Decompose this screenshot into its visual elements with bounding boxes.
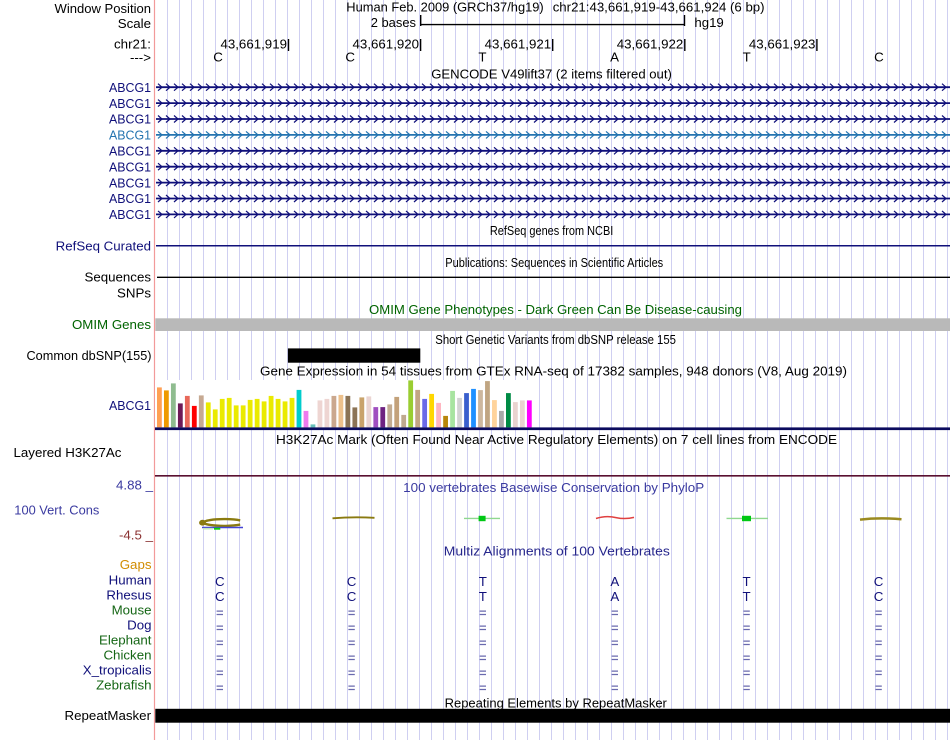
svg-text:OMIM Gene Phenotypes - Dark Gr: OMIM Gene Phenotypes - Dark Green Can Be…: [369, 302, 742, 317]
svg-text:C: C: [874, 589, 884, 604]
svg-text:Publications: Sequences in Sci: Publications: Sequences in Scientific Ar…: [445, 255, 663, 270]
svg-text:RefSeq Curated: RefSeq Curated: [56, 239, 151, 254]
svg-text:--->: --->: [130, 50, 151, 65]
svg-text:T: T: [479, 589, 487, 604]
svg-text:43,661,922: 43,661,922: [617, 37, 684, 52]
svg-text:C: C: [213, 50, 223, 65]
svg-text:Human Feb. 2009 (GRCh37/hg19): Human Feb. 2009 (GRCh37/hg19): [346, 0, 543, 15]
svg-text:ABCG1: ABCG1: [109, 80, 151, 95]
svg-text:43,661,920: 43,661,920: [353, 37, 420, 52]
svg-text:Mouse: Mouse: [112, 603, 152, 618]
svg-text:Common dbSNP(155): Common dbSNP(155): [27, 348, 152, 363]
svg-text:C: C: [215, 589, 225, 604]
svg-text:A: A: [610, 574, 619, 589]
svg-text:T: T: [478, 50, 486, 65]
svg-text:H3K27Ac Mark (Often Found Near: H3K27Ac Mark (Often Found Near Active Re…: [276, 432, 837, 447]
svg-text:RefSeq genes from NCBI: RefSeq genes from NCBI: [490, 223, 613, 238]
svg-text:4.88 _: 4.88 _: [116, 478, 154, 493]
svg-text:Layered H3K27Ac: Layered H3K27Ac: [14, 445, 122, 460]
svg-text:GENCODE V49lift37 (2 items fil: GENCODE V49lift37 (2 items filtered out): [431, 67, 672, 82]
svg-text:SNPs: SNPs: [117, 286, 151, 301]
svg-text:ABCG1: ABCG1: [109, 207, 151, 222]
svg-text:RepeatMasker: RepeatMasker: [65, 708, 152, 723]
svg-text:C: C: [215, 574, 225, 589]
svg-text:Repeating Elements by RepeatMa: Repeating Elements by RepeatMasker: [445, 696, 668, 711]
svg-text:ABCG1: ABCG1: [109, 112, 151, 127]
svg-text:ABCG1: ABCG1: [109, 175, 151, 190]
svg-text:A: A: [610, 50, 619, 65]
svg-text:100 Vert. Cons: 100 Vert. Cons: [14, 503, 99, 518]
svg-text:T: T: [743, 50, 751, 65]
svg-text:C: C: [347, 574, 357, 589]
svg-text:43,661,919: 43,661,919: [220, 37, 287, 52]
svg-text:Human: Human: [109, 573, 152, 588]
svg-text:Chicken: Chicken: [103, 648, 151, 663]
svg-text:ABCG1: ABCG1: [109, 144, 151, 159]
svg-text:OMIM Genes: OMIM Genes: [72, 317, 151, 332]
svg-text:Short Genetic Variants from db: Short Genetic Variants from dbSNP releas…: [435, 332, 676, 347]
svg-text:100 vertebrates Basewise Conse: 100 vertebrates Basewise Conservation by…: [403, 480, 704, 495]
svg-text:Elephant: Elephant: [99, 633, 152, 648]
svg-text:T: T: [743, 574, 751, 589]
svg-text:ABCG1: ABCG1: [109, 191, 151, 206]
svg-text:X_tropicalis: X_tropicalis: [83, 663, 152, 678]
svg-text:43,661,923: 43,661,923: [749, 37, 816, 52]
svg-text:C: C: [874, 50, 884, 65]
svg-text:ABCG1: ABCG1: [109, 159, 151, 174]
svg-text:A: A: [610, 589, 619, 604]
svg-text:Window Position: Window Position: [55, 1, 152, 16]
svg-text:Zebrafish: Zebrafish: [96, 678, 151, 693]
svg-text:T: T: [479, 574, 487, 589]
svg-text:Gaps: Gaps: [120, 557, 152, 572]
svg-text:Sequences: Sequences: [84, 270, 151, 285]
svg-text:hg19: hg19: [694, 15, 723, 30]
svg-text:Gene Expression in 54 tissues: Gene Expression in 54 tissues from GTEx …: [260, 363, 847, 378]
svg-text:T: T: [743, 589, 751, 604]
svg-text:C: C: [345, 50, 355, 65]
svg-text:Rhesus: Rhesus: [106, 588, 151, 603]
svg-text:ABCG1: ABCG1: [109, 128, 151, 143]
svg-text:Dog: Dog: [127, 618, 151, 633]
svg-text:chr21:: chr21:: [114, 37, 151, 52]
svg-text:43,661,921: 43,661,921: [485, 37, 552, 52]
svg-text:Multiz Alignments of 100 Verte: Multiz Alignments of 100 Vertebrates: [444, 544, 670, 559]
svg-text:C: C: [874, 574, 884, 589]
svg-text:-4.5 _: -4.5 _: [119, 528, 154, 543]
svg-text:Scale: Scale: [118, 16, 151, 31]
svg-text:chr21:43,661,919-43,661,924 (6: chr21:43,661,919-43,661,924 (6 bp): [553, 0, 765, 15]
svg-text:ABCG1: ABCG1: [109, 398, 151, 413]
svg-text:C: C: [347, 589, 357, 604]
svg-text:ABCG1: ABCG1: [109, 96, 151, 111]
svg-text:2 bases: 2 bases: [371, 15, 417, 30]
